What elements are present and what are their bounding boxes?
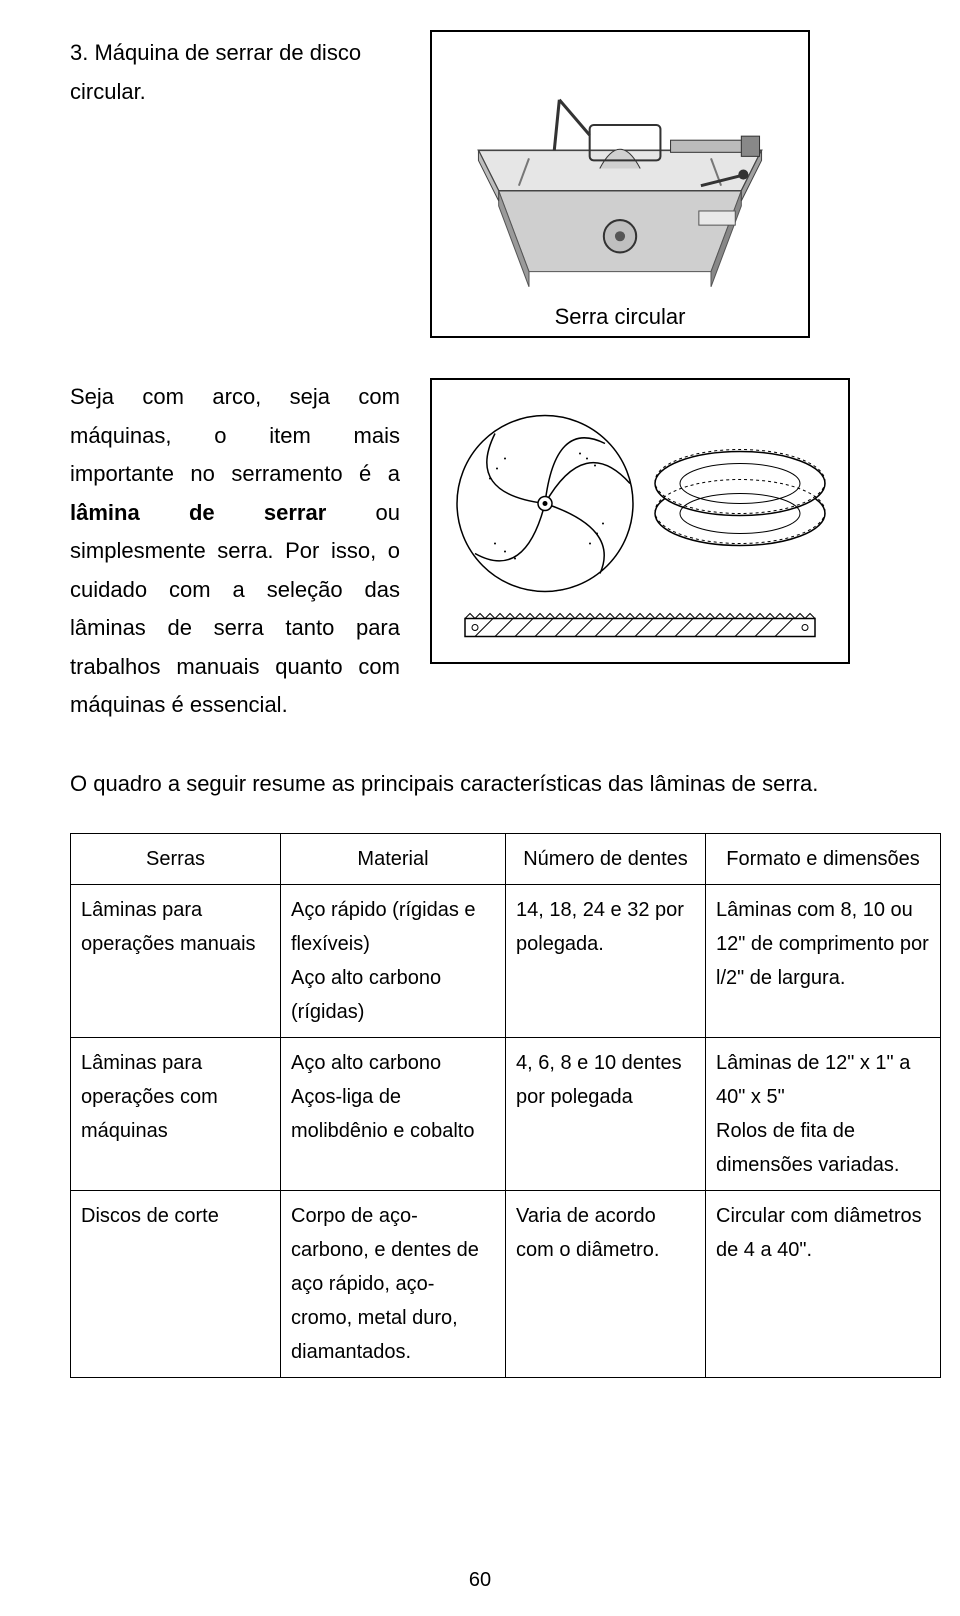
th-dentes: Número de dentes (506, 834, 706, 885)
th-serras: Serras (71, 834, 281, 885)
paragraph-intro: Seja com arco, seja com máquinas, o item… (70, 378, 400, 725)
saw-photo-placeholder (438, 38, 802, 298)
table-cell: Discos de corte (71, 1191, 281, 1378)
table-cell: Aço alto carbonoAços-liga de molibdênio … (281, 1038, 506, 1191)
table-cell: Lâminas para operações manuais (71, 885, 281, 1038)
table-cell: 4, 6, 8 e 10 dentes por polegada (506, 1038, 706, 1191)
table-cell: Lâminas de 12" x 1" a 40" x 5"Rolos de f… (706, 1038, 941, 1191)
th-formato: Formato e dimensões (706, 834, 941, 885)
table-cell: Varia de acordo com o diâmetro. (506, 1191, 706, 1378)
figure-caption: Serra circular (555, 304, 686, 330)
table-row: Lâminas para operações com máquinasAço a… (71, 1038, 941, 1191)
table-cell: Circular com diâmetros de 4 a 40". (706, 1191, 941, 1378)
characteristics-table: Serras Material Número de dentes Formato… (70, 833, 941, 1378)
table-cell: 14, 18, 24 e 32 por polegada. (506, 885, 706, 1038)
table-row: Discos de corteCorpo de aço-carbono, e d… (71, 1191, 941, 1378)
table-header-row: Serras Material Número de dentes Formato… (71, 834, 941, 885)
page-number: 60 (0, 1569, 960, 1592)
table-cell: Corpo de aço-carbono, e dentes de aço rá… (281, 1191, 506, 1378)
figure-serra-circular: Serra circular (430, 30, 810, 338)
bold-term: lâmina de serrar (70, 500, 326, 525)
list-item-3: 3. Máquina de serrar de disco circular. (70, 30, 400, 338)
table-cell: Aço rápido (rígidas e flexíveis)Aço alto… (281, 885, 506, 1038)
th-material: Material (281, 834, 506, 885)
paragraph-summary: O quadro a seguir resume as principais c… (70, 765, 830, 804)
table-row: Lâminas para operações manuaisAço rápido… (71, 885, 941, 1038)
table-cell: Lâminas com 8, 10 ou 12" de comprimento … (706, 885, 941, 1038)
table-cell: Lâminas para operações com máquinas (71, 1038, 281, 1191)
figure-saw-blades (430, 378, 850, 664)
